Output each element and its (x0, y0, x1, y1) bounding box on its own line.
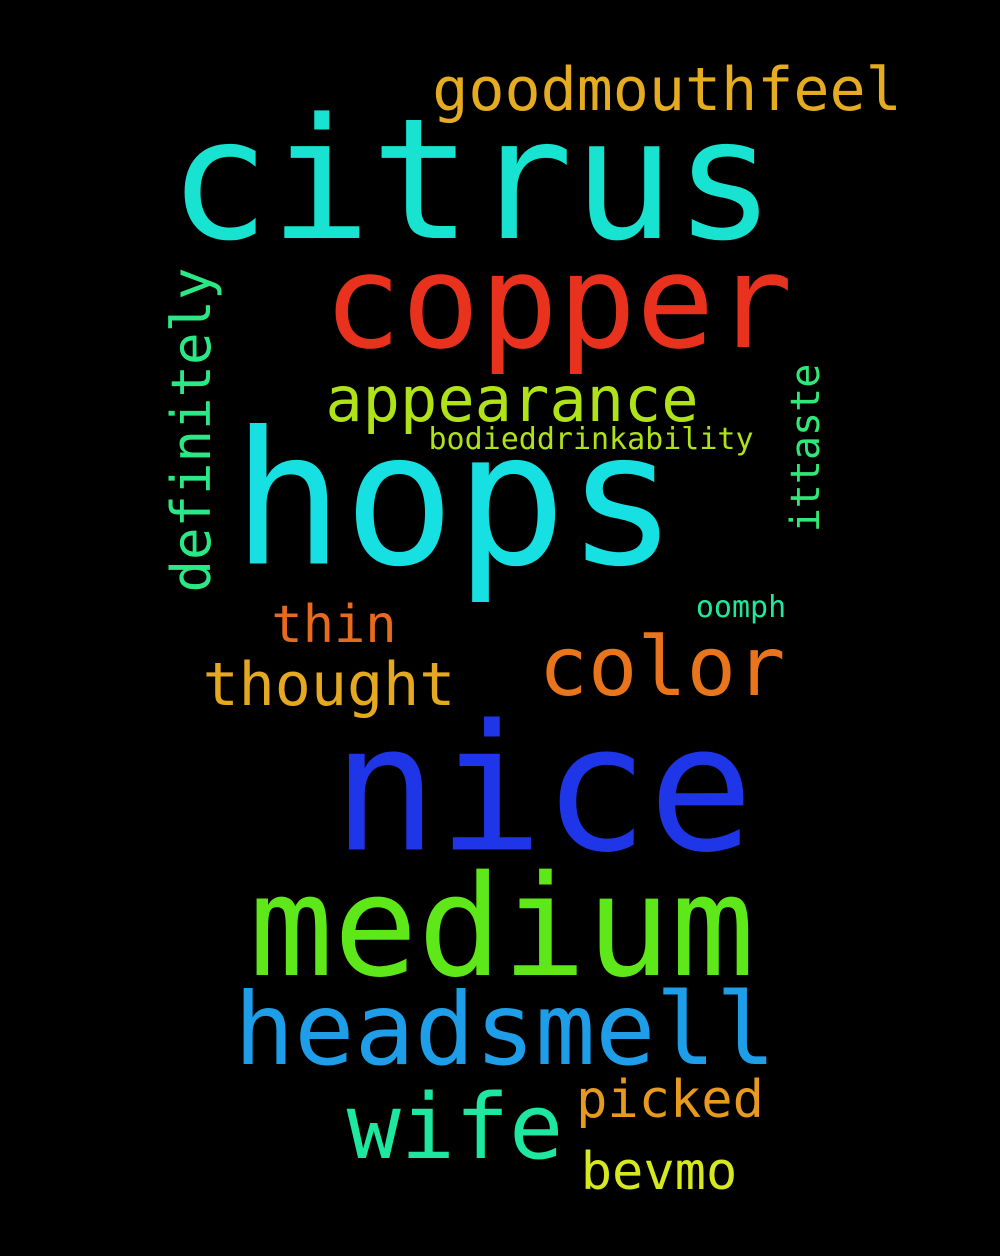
word-color: color (538, 620, 786, 715)
word-definitely: definitely (160, 267, 223, 593)
word-medium: medium (249, 846, 755, 1009)
word-appearance: appearance (325, 363, 699, 436)
word-hops: hops (232, 391, 678, 608)
word-citrus: citrus (168, 82, 776, 278)
word-goodmouthfeel: goodmouthfeel (432, 55, 902, 125)
word-bodieddrinkability: bodieddrinkability (428, 422, 754, 457)
word-copper: copper (323, 226, 793, 378)
word-thought: thought (202, 650, 456, 720)
word-headsmell: headsmell (234, 971, 776, 1088)
word-ittaste: ittaste (783, 363, 829, 533)
word-picked: picked (576, 1070, 764, 1130)
word-bevmo: bevmo (580, 1142, 738, 1202)
word-nice: nice (332, 688, 754, 892)
word-thin: thin (271, 595, 397, 655)
word-oomph: oomph (695, 590, 787, 625)
word-wife: wife (346, 1075, 564, 1180)
